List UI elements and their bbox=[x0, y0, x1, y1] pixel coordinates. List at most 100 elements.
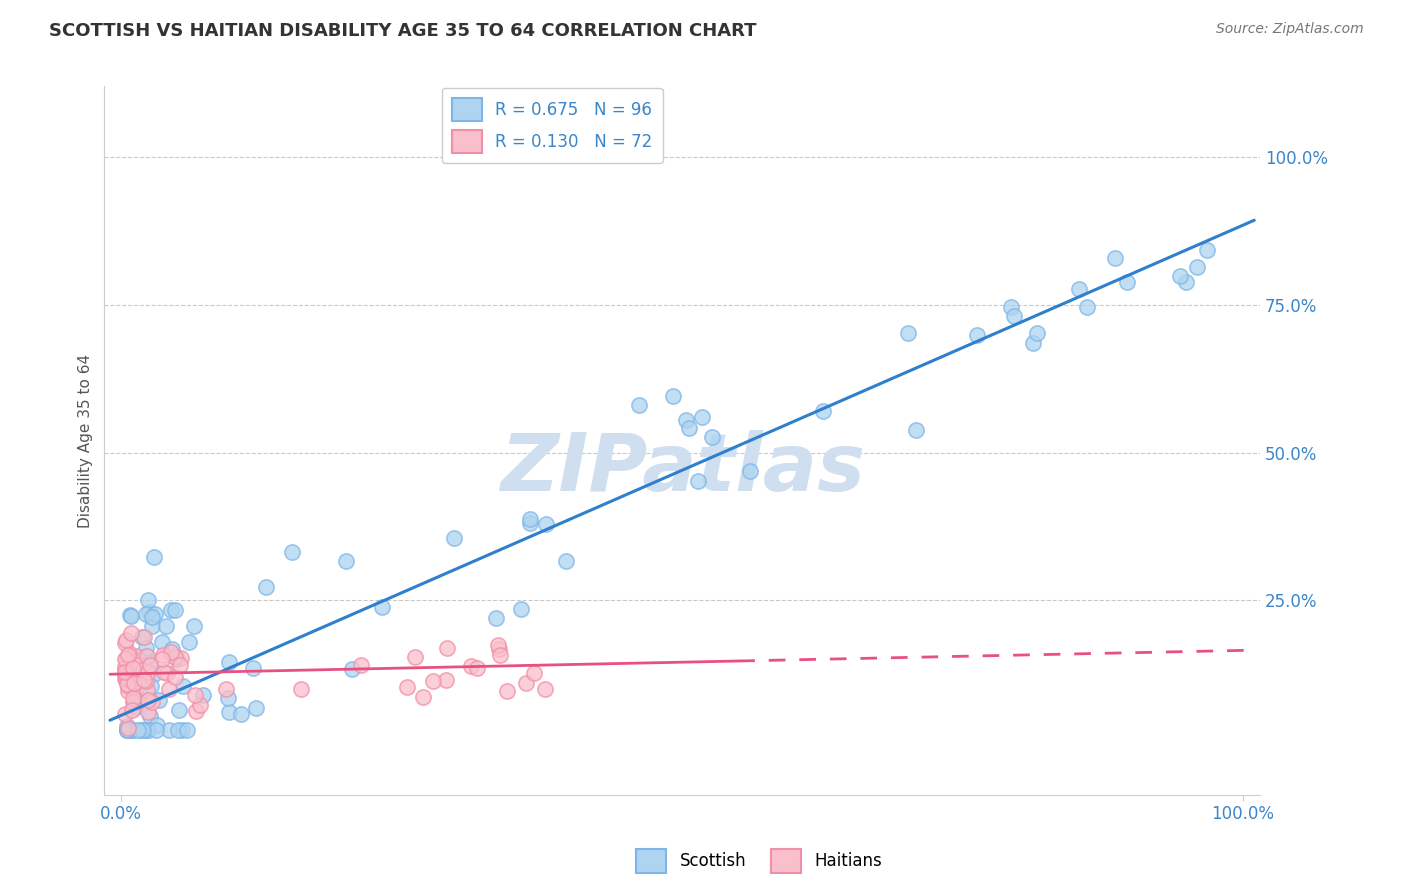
Point bbox=[115, 723, 138, 737]
Point bbox=[488, 648, 510, 662]
Point bbox=[157, 723, 180, 737]
Point bbox=[114, 665, 136, 680]
Point bbox=[150, 635, 173, 649]
Point bbox=[122, 661, 145, 675]
Point bbox=[138, 709, 160, 723]
Point bbox=[160, 641, 183, 656]
Legend: Scottish, Haitians: Scottish, Haitians bbox=[630, 842, 889, 880]
Point bbox=[188, 698, 211, 713]
Point bbox=[114, 659, 136, 673]
Point bbox=[702, 430, 724, 444]
Point bbox=[131, 630, 153, 644]
Point bbox=[412, 690, 434, 705]
Point bbox=[245, 701, 267, 715]
Point bbox=[138, 657, 160, 672]
Point bbox=[136, 665, 159, 680]
Point bbox=[143, 667, 166, 681]
Point bbox=[163, 603, 186, 617]
Point bbox=[1002, 309, 1025, 323]
Point bbox=[350, 658, 373, 673]
Point bbox=[117, 723, 139, 737]
Point bbox=[136, 683, 159, 698]
Point bbox=[117, 684, 139, 698]
Point bbox=[179, 635, 201, 649]
Point bbox=[127, 658, 149, 673]
Point bbox=[533, 681, 555, 696]
Point bbox=[124, 671, 146, 685]
Point bbox=[114, 636, 136, 650]
Point bbox=[155, 618, 177, 632]
Point bbox=[115, 723, 138, 737]
Point bbox=[122, 723, 145, 737]
Point bbox=[167, 723, 190, 737]
Point bbox=[488, 642, 510, 657]
Point bbox=[811, 404, 834, 418]
Point bbox=[135, 673, 157, 688]
Point bbox=[166, 652, 188, 666]
Point bbox=[120, 607, 142, 622]
Point bbox=[115, 633, 138, 648]
Legend: R = 0.675   N = 96, R = 0.130   N = 72: R = 0.675 N = 96, R = 0.130 N = 72 bbox=[441, 87, 662, 163]
Point bbox=[217, 691, 239, 706]
Point bbox=[136, 723, 159, 737]
Point bbox=[136, 705, 159, 719]
Point bbox=[135, 641, 157, 656]
Point bbox=[534, 516, 557, 531]
Point bbox=[121, 608, 143, 623]
Point bbox=[160, 645, 183, 659]
Point bbox=[191, 688, 214, 702]
Point bbox=[134, 631, 156, 645]
Point bbox=[290, 681, 312, 696]
Point bbox=[120, 626, 142, 640]
Point bbox=[121, 691, 143, 706]
Point bbox=[127, 671, 149, 685]
Point bbox=[148, 692, 170, 706]
Point bbox=[125, 689, 148, 703]
Point bbox=[167, 703, 190, 717]
Point bbox=[153, 665, 176, 679]
Point bbox=[136, 649, 159, 664]
Point bbox=[135, 607, 157, 622]
Point bbox=[1022, 336, 1045, 351]
Point bbox=[131, 693, 153, 707]
Point bbox=[1104, 251, 1126, 265]
Point bbox=[132, 663, 155, 677]
Point bbox=[115, 722, 138, 736]
Point bbox=[554, 554, 576, 568]
Point bbox=[136, 723, 159, 737]
Point bbox=[163, 650, 186, 665]
Point bbox=[136, 593, 159, 607]
Point bbox=[170, 651, 193, 665]
Point bbox=[422, 674, 444, 689]
Point bbox=[281, 544, 304, 558]
Point bbox=[404, 649, 426, 664]
Point bbox=[1000, 300, 1022, 314]
Point bbox=[127, 723, 149, 737]
Point bbox=[395, 680, 418, 694]
Point bbox=[662, 389, 685, 403]
Point bbox=[115, 719, 138, 733]
Point bbox=[117, 648, 139, 662]
Point bbox=[690, 409, 713, 424]
Point bbox=[143, 550, 166, 565]
Point bbox=[146, 717, 169, 731]
Point bbox=[134, 723, 156, 737]
Point bbox=[117, 676, 139, 690]
Point bbox=[156, 666, 179, 681]
Point bbox=[117, 721, 139, 735]
Point bbox=[169, 657, 191, 672]
Point bbox=[129, 723, 152, 737]
Point bbox=[628, 398, 651, 412]
Point bbox=[124, 648, 146, 663]
Point bbox=[117, 671, 139, 685]
Point bbox=[141, 695, 163, 709]
Point bbox=[134, 649, 156, 664]
Point bbox=[114, 651, 136, 665]
Point bbox=[231, 707, 253, 722]
Point bbox=[443, 531, 465, 545]
Point bbox=[1185, 260, 1208, 274]
Point bbox=[434, 673, 457, 687]
Point bbox=[121, 653, 143, 667]
Point bbox=[139, 656, 162, 670]
Point bbox=[114, 672, 136, 686]
